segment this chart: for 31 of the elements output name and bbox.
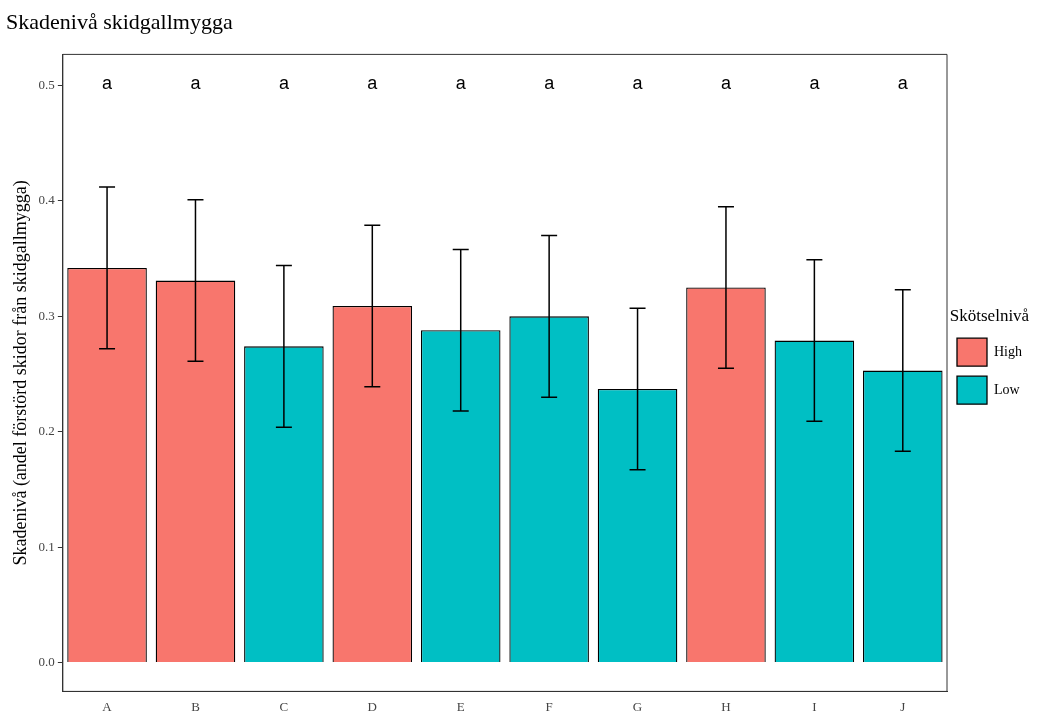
annotation: a	[809, 73, 821, 94]
annotation: a	[102, 73, 114, 94]
x-tick-label: H	[721, 698, 731, 714]
x-tick-label: E	[456, 698, 465, 714]
y-tick-label: 0.1	[38, 538, 55, 554]
y-tick-label: 0.5	[38, 76, 55, 92]
x-tick-label: C	[279, 698, 289, 714]
annotation: a	[455, 73, 467, 94]
annotation: a	[720, 73, 732, 94]
annotation: a	[632, 73, 644, 94]
x-tick-label: F	[545, 698, 553, 714]
x-tick-label: A	[102, 698, 113, 714]
y-axis-title: Skadenivå (andel förstörd skidor från skidgallmygga)	[9, 180, 31, 566]
legend-label: Low	[994, 381, 1021, 397]
x-tick-label: G	[632, 698, 643, 714]
x-tick-label: I	[812, 698, 817, 714]
y-tick-label: 0.3	[38, 307, 55, 323]
annotation: a	[367, 73, 379, 94]
chart-title: Skadenivå skidgallmygga	[6, 8, 233, 34]
y-tick-label: 0.0	[38, 653, 55, 669]
annotation: a	[544, 73, 556, 94]
y-tick-label: 0.4	[38, 192, 56, 208]
annotation: a	[190, 73, 202, 94]
annotation: a	[897, 73, 909, 94]
y-tick-label: 0.2	[38, 423, 55, 439]
x-tick-label: B	[191, 698, 201, 714]
annotation: a	[278, 73, 290, 94]
legend-title: Skötselnivå	[949, 305, 1030, 325]
x-tick-label: D	[367, 698, 377, 714]
legend-label: High	[994, 343, 1022, 359]
x-tick-label: J	[900, 698, 906, 714]
